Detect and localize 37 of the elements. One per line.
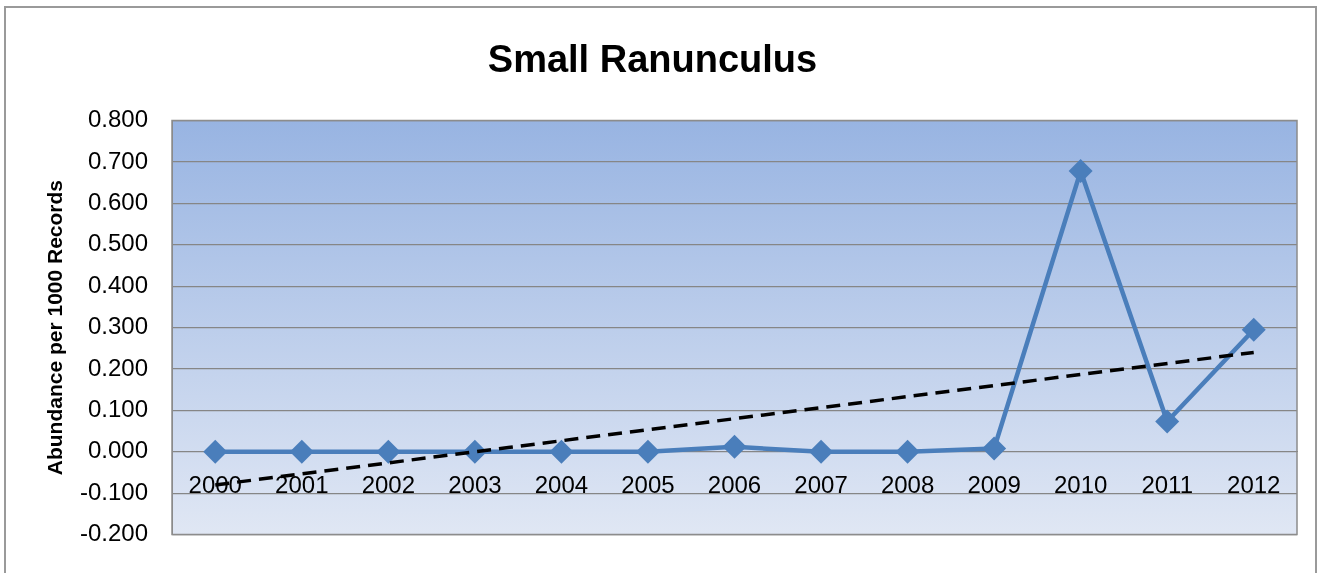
point [376, 439, 401, 464]
y-tick-label: -0.100 [79, 477, 148, 505]
point [809, 439, 834, 464]
x-tick-label: 2006 [707, 470, 762, 498]
y-tick-label: 0.400 [87, 270, 148, 298]
x-tick-label: 2001 [275, 470, 329, 498]
y-tick-label: 0.500 [87, 229, 148, 257]
x-tick-label: 2011 [1141, 470, 1193, 498]
y-tick-label: 0.300 [87, 312, 148, 340]
point [1241, 317, 1266, 342]
point [549, 439, 574, 464]
y-axis-title: Abundance per 1000 Records [42, 179, 66, 476]
point [289, 439, 314, 464]
point [982, 436, 1007, 461]
x-tick-label: 2004 [534, 470, 589, 498]
point [1068, 159, 1093, 184]
point [635, 439, 660, 464]
y-tick-label: 0.700 [87, 146, 148, 174]
point [895, 439, 920, 464]
y-tick-label: 0.000 [87, 436, 148, 464]
x-tick-label: 2002 [361, 470, 416, 498]
y-tick-label: 0.600 [87, 188, 148, 216]
y-tick-label: -0.200 [79, 519, 148, 547]
point [1155, 409, 1180, 434]
y-tick-label: 0.800 [87, 105, 148, 133]
x-tick-label: 2012 [1227, 470, 1281, 498]
chart-title: Small Ranunculus [487, 38, 818, 81]
y-tick-label: 0.200 [87, 353, 148, 381]
x-tick-label: 2007 [794, 470, 848, 498]
x-tick-label: 2010 [1053, 470, 1108, 498]
x-tick-label: 2005 [621, 470, 675, 498]
x-tick-label: 2009 [967, 470, 1021, 498]
point [203, 439, 228, 464]
point [722, 434, 747, 459]
x-tick-label: 2003 [448, 470, 502, 498]
x-tick-label: 2008 [880, 470, 935, 498]
y-tick-label: 0.100 [87, 395, 148, 423]
